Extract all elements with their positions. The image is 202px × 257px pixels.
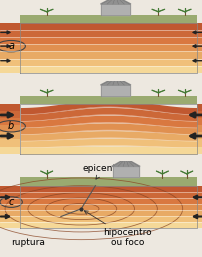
- Text: ruptura: ruptura: [12, 238, 45, 247]
- Polygon shape: [101, 85, 129, 96]
- Polygon shape: [100, 0, 130, 4]
- Polygon shape: [112, 167, 138, 177]
- Text: b: b: [8, 121, 14, 131]
- Polygon shape: [100, 77, 130, 85]
- Polygon shape: [111, 159, 139, 167]
- Text: hipocentro
ou foco: hipocentro ou foco: [84, 211, 152, 247]
- Text: a: a: [8, 41, 14, 51]
- Text: epicentro: epicentro: [82, 164, 124, 179]
- Text: c: c: [8, 197, 14, 207]
- Polygon shape: [101, 4, 129, 15]
